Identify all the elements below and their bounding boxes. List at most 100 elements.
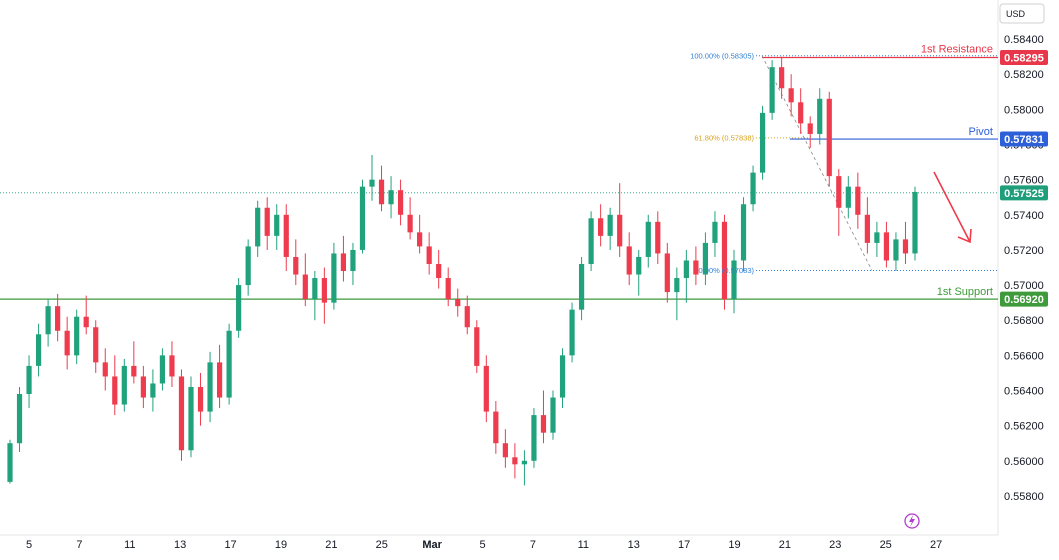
levels-layer (0, 55, 998, 300)
x-tick-label: 25 (376, 539, 388, 551)
candle-body (407, 214, 413, 233)
candle-body (626, 246, 632, 275)
candle-body (74, 316, 80, 356)
candle (626, 232, 632, 286)
candle-body (216, 362, 223, 398)
candle-body (836, 176, 842, 208)
candle-body (598, 218, 604, 236)
candle (102, 348, 108, 391)
candle (864, 197, 870, 254)
support-label: 1st Support (937, 286, 993, 298)
candle (674, 267, 680, 321)
candle (302, 253, 308, 307)
candle-body (902, 239, 909, 254)
candle-body (388, 190, 394, 205)
candle-body (207, 362, 213, 412)
candle (788, 74, 794, 117)
fib-100-label: 100.00% (0.58305) (690, 51, 754, 60)
candle-body (769, 67, 775, 113)
candle-body (417, 232, 423, 247)
candle-body (817, 98, 823, 134)
candle (493, 401, 499, 454)
y-tick-label: 0.57000 (1004, 280, 1044, 292)
down-arrow-icon (933, 171, 972, 244)
candle-body (188, 386, 194, 451)
candle (140, 365, 146, 409)
x-tick-label: 13 (628, 539, 640, 551)
candle-body (550, 397, 556, 433)
candles-layer (7, 56, 918, 486)
fib-trend-line (761, 55, 873, 271)
candle-body (655, 221, 661, 254)
candle-body (674, 278, 680, 293)
candle (540, 390, 547, 444)
fib-0-label: 0.00% (0.57083) (699, 266, 755, 275)
candle (683, 249, 689, 303)
candle (216, 344, 223, 409)
candle (159, 348, 166, 391)
candle (359, 179, 366, 254)
candle (26, 355, 32, 409)
candle-body (159, 355, 166, 384)
candle (712, 211, 718, 257)
candle (550, 390, 556, 440)
x-tick-label: 27 (930, 539, 942, 551)
candle (817, 88, 823, 145)
candle-body (569, 309, 575, 356)
candle (855, 172, 861, 229)
candle-body (340, 253, 347, 272)
candle-body (112, 376, 118, 405)
candle-body (502, 443, 508, 458)
candle-body (169, 355, 175, 377)
candle-body (445, 278, 451, 300)
candle-body (7, 443, 13, 482)
candle (531, 408, 537, 468)
candle-body (512, 457, 518, 465)
time-axis[interactable]: 5 7 11 13 17 19 21 25 Mar 5 7 11 13 17 19 21 23 25 27 (26, 539, 942, 551)
candle (721, 214, 728, 310)
candle (378, 165, 385, 212)
candle (397, 179, 404, 226)
y-tick-label: 0.58200 (1004, 69, 1044, 81)
candle (702, 232, 709, 286)
price-axis[interactable]: 0.584000.582000.580000.578000.576000.574… (1004, 34, 1044, 503)
candle-body (274, 214, 280, 236)
candle-body (483, 365, 489, 412)
y-tick-label: 0.56000 (1004, 456, 1044, 468)
x-tick-label: 13 (174, 539, 186, 551)
candle-body (321, 278, 327, 303)
candle-body (588, 218, 594, 264)
candle-body (893, 239, 899, 261)
candle-body (369, 179, 375, 187)
candle-body (712, 221, 718, 243)
resistance-label: 1st Resistance (921, 44, 993, 56)
lightning-icon[interactable] (904, 513, 920, 529)
currency-box[interactable] (999, 3, 1045, 24)
candle (55, 293, 61, 342)
candle (255, 200, 261, 257)
candle (340, 235, 347, 282)
pivot-price-text: 0.57831 (1004, 134, 1044, 146)
candle-body (883, 232, 890, 261)
fib-618-label: 61.80% (0.57838) (694, 133, 754, 142)
candle-body (845, 186, 851, 208)
candle (131, 341, 137, 384)
y-tick-label: 0.57600 (1004, 175, 1044, 187)
pivot-label: Pivot (969, 126, 993, 138)
candle (93, 320, 99, 373)
candle-body (283, 214, 289, 257)
pivot-price-badge: 0.57831 (1000, 131, 1048, 147)
candle-body (683, 260, 689, 279)
candle (512, 443, 518, 479)
x-tick-label: 7 (76, 539, 82, 551)
candle-body (140, 376, 146, 398)
candle (150, 369, 156, 412)
candle-body (245, 246, 251, 286)
candle-body (788, 88, 794, 103)
y-tick-label: 0.56400 (1004, 386, 1044, 398)
candle-body (521, 460, 528, 465)
candle-body (226, 330, 232, 398)
candle-body (255, 207, 261, 247)
candle-body (578, 263, 585, 310)
